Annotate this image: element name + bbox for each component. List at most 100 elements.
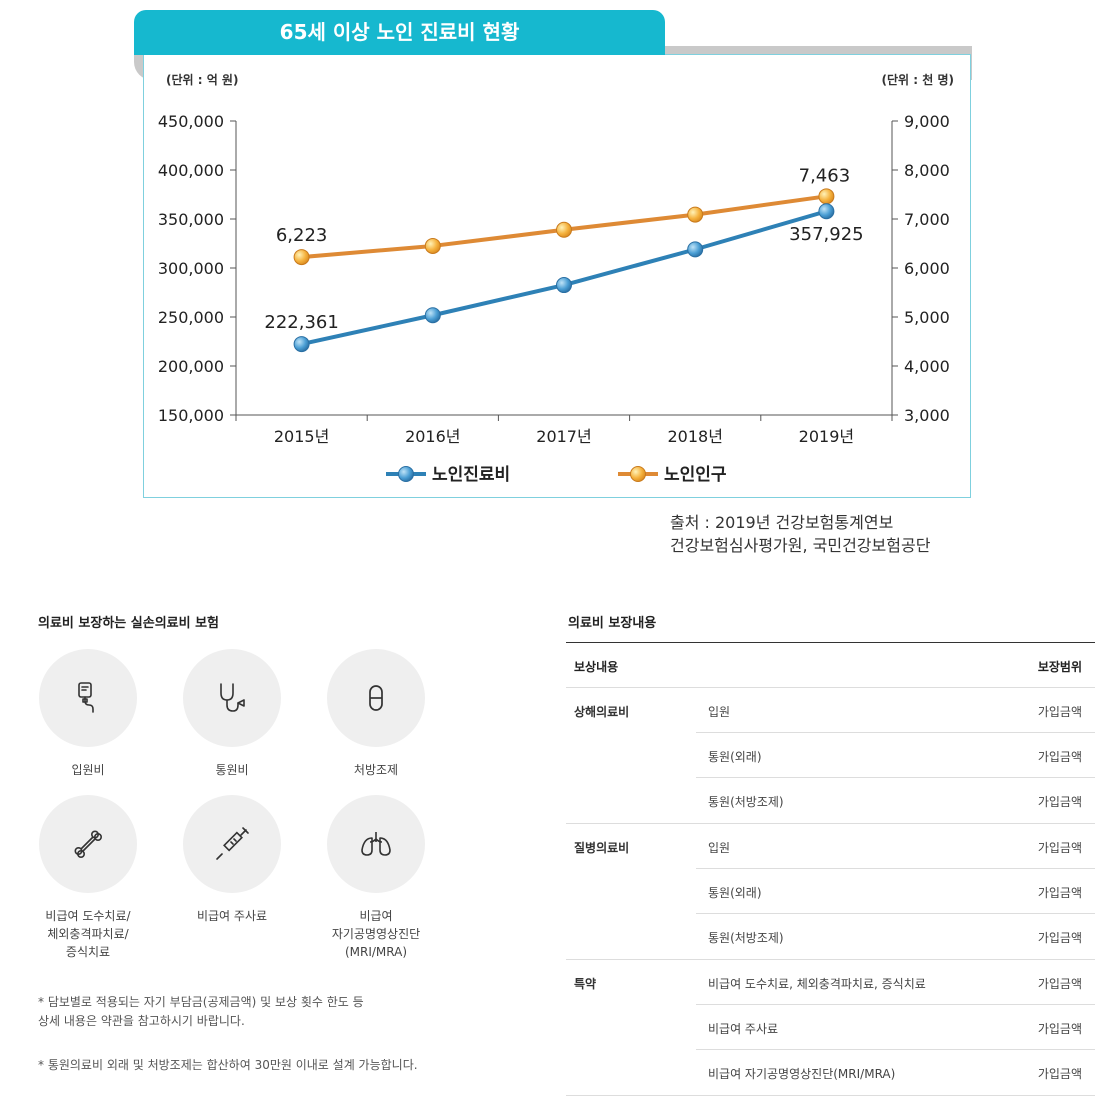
- chart-axes: 150,000 200,000 250,000 300,000 350,000 400,0…: [158, 112, 950, 446]
- right-tick-label: 4,000: [904, 357, 950, 376]
- left-tick-label: 250,000: [158, 308, 224, 327]
- coverage-note-2: * 통원의료비 외래 및 처방조제는 합산하여 30만원 이내로 설계 가능합니…: [38, 1058, 418, 1072]
- pill-icon: [369, 685, 383, 711]
- coverage-label: 입원비: [71, 763, 105, 777]
- coverage-item-injection: 비급여 주사료: [167, 795, 297, 925]
- coverage-icon-circle: [183, 649, 281, 747]
- header-content: 보상내용: [574, 660, 619, 674]
- table-row: 입원 가입금액: [696, 824, 1095, 869]
- right-tick-label: 6,000: [904, 259, 950, 278]
- left-tick-label: 200,000: [158, 357, 224, 376]
- coverage-table-title: 의료비 보장내용: [568, 616, 657, 631]
- table-row: 통원(처방조제) 가입금액: [696, 778, 1095, 823]
- chart-series: 6,223 7,463 222,361 357,925: [264, 165, 864, 353]
- coverage-icon-circle: [327, 795, 425, 893]
- row-range: 가입금액: [1037, 750, 1082, 764]
- data-point: [687, 206, 704, 223]
- table-group-illness: 질병의료비 입원 가입금액 통원(외래) 가입금액 통원(처방조제) 가입금액: [566, 824, 1095, 960]
- data-label: 357,925: [789, 224, 863, 245]
- chart-title: 65세 이상 노인 진료비 현황: [134, 10, 665, 55]
- group-label: 특약: [574, 977, 597, 991]
- row-item: 비급여 도수치료, 체외충격파치료, 증식치료: [708, 977, 926, 991]
- data-point: [687, 241, 704, 258]
- row-item: 통원(외래): [708, 750, 762, 764]
- row-range: 가입금액: [1037, 1067, 1082, 1081]
- legend-swatch-dot: [630, 466, 646, 482]
- data-point: [818, 188, 835, 205]
- row-item: 입원: [708, 841, 731, 855]
- iv-bag-icon: [78, 682, 94, 713]
- coverage-label: 비급여 도수치료/ 체외충격파치료/ 증식치료: [45, 909, 131, 959]
- coverage-label: 처방조제: [353, 763, 399, 777]
- right-tick-label: 7,000: [904, 210, 950, 229]
- row-item: 입원: [708, 705, 731, 719]
- source-line-2: 건강보험심사평가원, 국민건강보험공단: [670, 536, 931, 555]
- x-tick-label: 2019년: [799, 427, 854, 446]
- table-row: 통원(처방조제) 가입금액: [696, 914, 1095, 959]
- coverage-icon-circle: [327, 649, 425, 747]
- coverage-label: 비급여 주사료: [196, 909, 268, 923]
- coverage-table: 보상내용 보장범위 상해의료비 입원 가입금액 통원(외래) 가입금액 통원(처방조…: [566, 642, 1095, 1096]
- coverage-item-manual-therapy: 비급여 도수치료/ 체외충격파치료/ 증식치료: [23, 795, 153, 961]
- chart-panel: [143, 54, 971, 498]
- data-point: [293, 249, 310, 266]
- table-row: 통원(외래) 가입금액: [696, 869, 1095, 914]
- row-range: 가입금액: [1037, 886, 1082, 900]
- right-tick-label: 5,000: [904, 308, 950, 327]
- line-chart: (단위 : 억 원) (단위 : 천 명) 150,000 200,000 250,…: [158, 72, 954, 485]
- row-item: 통원(처방조제): [708, 795, 784, 809]
- row-range: 가입금액: [1037, 841, 1082, 855]
- right-tick-label: 9,000: [904, 112, 950, 131]
- table-group-rider: 특약 비급여 도수치료, 체외충격파치료, 증식치료 가입금액 비급여 주사료 가입…: [566, 960, 1095, 1096]
- x-tick-label: 2017년: [536, 427, 591, 446]
- syringe-icon: [216, 827, 249, 860]
- coverage-label: 비급여 자기공명영상진단 (MRI/MRA): [331, 909, 421, 959]
- table-group-injury: 상해의료비 입원 가입금액 통원(외래) 가입금액 통원(처방조제) 가입금액: [566, 688, 1095, 824]
- table-row: 통원(외래) 가입금액: [696, 733, 1095, 778]
- left-tick-label: 300,000: [158, 259, 224, 278]
- coverage-icon-circle: [39, 795, 137, 893]
- row-item: 통원(외래): [708, 886, 762, 900]
- coverage-note-1: * 담보별로 적용되는 자기 부담금(공제금액) 및 보상 횟수 한도 등 상세…: [38, 995, 364, 1028]
- group-label: 질병의료비: [574, 841, 630, 855]
- data-point: [424, 307, 441, 324]
- chart-source: 출처 : 2019년 건강보험통계연보 건강보험심사평가원, 국민건강보험공단: [670, 511, 930, 557]
- left-tick-label: 450,000: [158, 112, 224, 131]
- coverage-icon-circle: [39, 649, 137, 747]
- coverage-item-mri: 비급여 자기공명영상진단 (MRI/MRA): [311, 795, 441, 961]
- right-axis-unit: (단위 : 천 명): [882, 72, 954, 87]
- legend-label: 노인진료비: [432, 465, 510, 485]
- group-label: 상해의료비: [574, 705, 630, 719]
- stethoscope-icon: [220, 683, 245, 712]
- data-label: 6,223: [276, 225, 328, 246]
- left-tick-label: 400,000: [158, 161, 224, 180]
- row-item: 비급여 주사료: [708, 1022, 779, 1036]
- table-row: 비급여 도수치료, 체외충격파치료, 증식치료 가입금액: [696, 960, 1095, 1005]
- table-row: 비급여 자기공명영상진단(MRI/MRA) 가입금액: [696, 1050, 1095, 1095]
- x-tick-label: 2018년: [667, 427, 722, 446]
- right-tick-label: 3,000: [904, 406, 950, 425]
- row-item: 통원(처방조제): [708, 931, 784, 945]
- x-tick-label: 2016년: [405, 427, 460, 446]
- right-tick-label: 8,000: [904, 161, 950, 180]
- coverage-item-outpatient: 통원비: [167, 649, 297, 779]
- data-point: [556, 277, 572, 294]
- coverage-item-hospitalization: 입원비: [23, 649, 153, 779]
- coverage-label: 통원비: [215, 763, 249, 777]
- chart-legend: 노인진료비 노인인구: [386, 465, 727, 485]
- bone-icon: [74, 830, 102, 858]
- data-point: [424, 237, 441, 254]
- data-point: [556, 221, 572, 238]
- table-row: 입원 가입금액: [696, 688, 1095, 733]
- row-range: 가입금액: [1037, 705, 1082, 719]
- legend-label: 노인인구: [664, 465, 727, 485]
- header-range: 보장범위: [1037, 660, 1082, 674]
- row-range: 가입금액: [1037, 931, 1082, 945]
- row-range: 가입금액: [1037, 977, 1082, 991]
- data-label: 222,361: [264, 312, 338, 333]
- coverage-icon-circle: [183, 795, 281, 893]
- data-label: 7,463: [799, 165, 851, 186]
- legend-swatch-dot: [398, 466, 414, 482]
- table-header: 보상내용 보장범위: [566, 643, 1095, 688]
- lungs-icon: [361, 832, 391, 856]
